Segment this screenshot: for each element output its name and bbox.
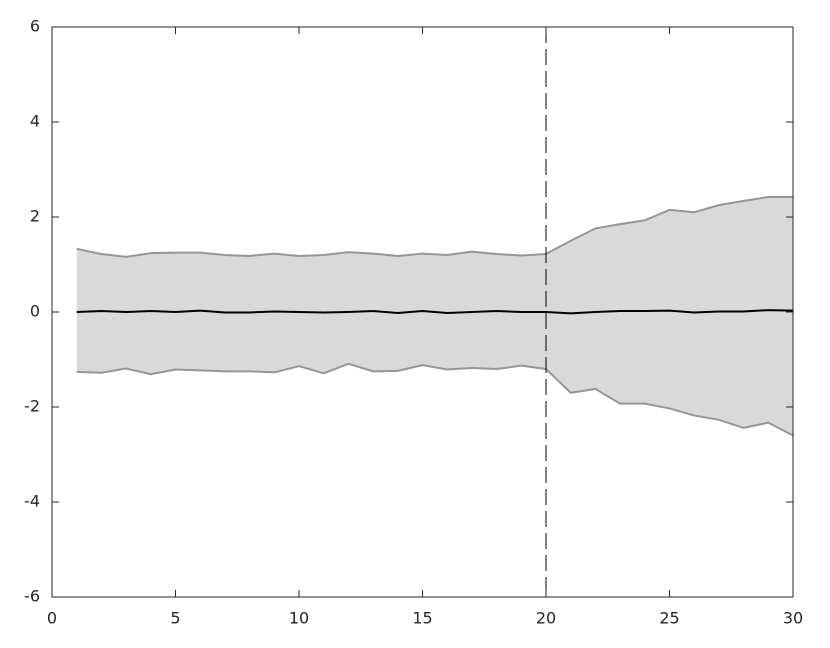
y-tick-label: 6: [30, 17, 40, 36]
y-tick-label: -4: [24, 492, 40, 511]
y-tick-label: 4: [30, 112, 40, 131]
x-tick-label: 15: [412, 609, 432, 628]
y-tick-label: -2: [24, 397, 40, 416]
x-tick-label: 5: [170, 609, 180, 628]
mean-line: [76, 309, 794, 315]
band-lower: [76, 362, 794, 437]
x-tick-label: 25: [659, 609, 679, 628]
band-upper: [76, 196, 793, 258]
x-tick-label: 30: [783, 609, 803, 628]
x-tick-label: 10: [289, 609, 309, 628]
y-tick-label: 2: [30, 207, 40, 226]
x-tick-label: 0: [47, 609, 57, 628]
y-tick-label: -6: [24, 587, 40, 606]
y-tick-label: 0: [30, 302, 40, 321]
band-area: [76, 197, 793, 436]
x-tick-label: 20: [536, 609, 556, 628]
